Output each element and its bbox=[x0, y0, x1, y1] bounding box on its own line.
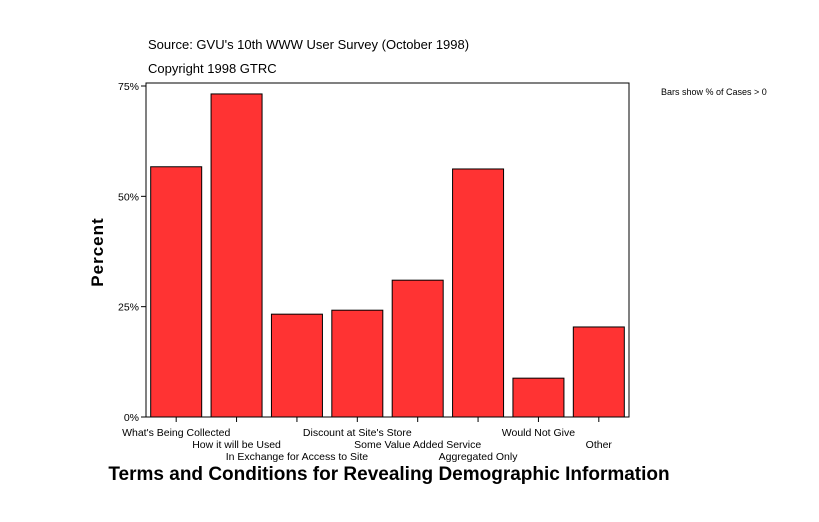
bar bbox=[331, 309, 384, 418]
x-tick-label: How it will be Used bbox=[192, 439, 281, 451]
x-tick-label: Some Value Added Service bbox=[354, 439, 481, 451]
plot-frame bbox=[145, 82, 630, 418]
bars bbox=[150, 93, 625, 418]
bar bbox=[452, 168, 505, 418]
bar bbox=[572, 326, 625, 418]
y-tick-label: 50% bbox=[118, 191, 139, 203]
bar bbox=[210, 93, 263, 418]
y-tick-label: 75% bbox=[118, 81, 139, 93]
chart-title: Terms and Conditions for Revealing Demog… bbox=[108, 464, 669, 485]
chart-note: Bars show % of Cases > 0 bbox=[661, 87, 767, 97]
x-tick-label: Discount at Site's Store bbox=[303, 427, 412, 439]
y-tick-label: 0% bbox=[124, 412, 139, 424]
y-axis: 0% 25% 50% 75% bbox=[118, 81, 146, 424]
y-tick-label: 25% bbox=[118, 302, 139, 314]
x-tick-label: Other bbox=[586, 439, 613, 451]
x-tick-label: What's Being Collected bbox=[122, 427, 230, 439]
bar bbox=[270, 313, 323, 418]
y-axis-label: Percent bbox=[88, 217, 107, 286]
x-tick-label: Aggregated Only bbox=[439, 451, 519, 463]
chart-source: Source: GVU's 10th WWW User Survey (Octo… bbox=[148, 37, 469, 52]
chart-copyright: Copyright 1998 GTRC bbox=[148, 61, 277, 76]
bar bbox=[391, 279, 444, 418]
x-tick-label: In Exchange for Access to Site bbox=[226, 451, 369, 463]
bar bbox=[512, 377, 565, 418]
bar bbox=[150, 166, 203, 418]
x-tick-label: Would Not Give bbox=[502, 427, 575, 439]
